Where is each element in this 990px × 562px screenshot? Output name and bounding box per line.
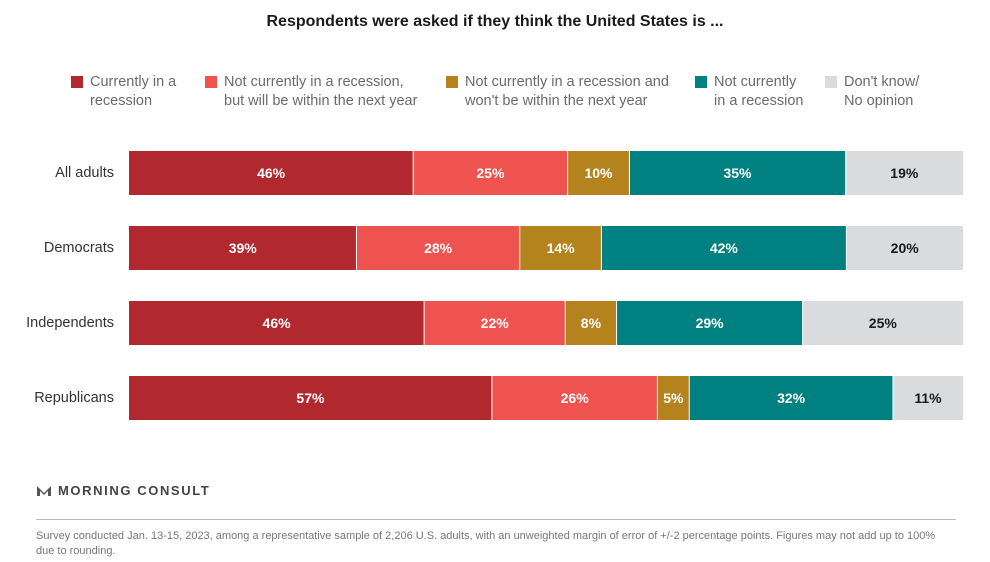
morning-consult-logo: MORNING CONSULT [36, 483, 210, 498]
data-label: 28% [424, 240, 453, 256]
bar-segment [802, 301, 963, 345]
bar-segment [616, 301, 803, 345]
data-label: 29% [696, 315, 725, 331]
legend-swatch [825, 76, 837, 88]
bar-segment [567, 151, 630, 195]
category-label: All adults [55, 165, 114, 181]
legend-item-no-recession-within-year: Not currently in a recession and won't b… [446, 73, 669, 111]
bar-segment [491, 376, 658, 420]
legend-label: Not currently in a recession [714, 74, 804, 109]
bar-segment [356, 226, 520, 270]
data-label: 42% [710, 240, 739, 256]
legend-swatch [695, 76, 707, 88]
legend: Currently in a recession Not currently i… [0, 73, 990, 113]
bar-segment [129, 301, 425, 345]
data-label: 19% [890, 165, 919, 181]
legend-swatch [446, 76, 458, 88]
footnote: Survey conducted Jan. 13-15, 2023, among… [36, 530, 936, 557]
data-label: 22% [481, 315, 510, 331]
bar-segment [129, 376, 492, 420]
legend-label: Don't know/ No opinion [844, 74, 920, 109]
data-label: 8% [581, 315, 602, 331]
morning-consult-logo-icon [37, 485, 51, 496]
data-label: 11% [914, 390, 942, 406]
data-label: 46% [257, 165, 286, 181]
bar-segment [129, 151, 414, 195]
legend-item-currently-in-recession: Currently in a recession [71, 73, 176, 111]
logo-text: MORNING CONSULT [58, 483, 211, 498]
data-label: 25% [869, 315, 898, 331]
bar-segment [413, 151, 568, 195]
category-label: Democrats [44, 240, 114, 256]
data-label: 10% [584, 165, 613, 181]
legend-item-not-currently-in-recession: Not currently in a recession [695, 73, 803, 111]
chart-title: Respondents were asked if they think the… [266, 13, 724, 30]
stacked-bar-chart: All adults 46% 25% 10% 35% 19% Democrats 39% 28%… [26, 151, 963, 420]
data-label: 39% [229, 240, 258, 256]
bar-segment [601, 226, 847, 270]
category-label: Republicans [34, 390, 114, 406]
bar-segment [519, 226, 602, 270]
data-label: 25% [476, 165, 505, 181]
legend-swatch [205, 76, 217, 88]
bar-segment [845, 151, 963, 195]
footer-divider [36, 519, 956, 520]
data-label: 57% [296, 390, 325, 406]
data-label: 46% [263, 315, 292, 331]
bar-segment [657, 376, 690, 420]
legend-swatch [71, 76, 83, 88]
category-label: Independents [26, 315, 114, 331]
bar-segment [689, 376, 893, 420]
legend-item-dont-know: Don't know/ No opinion [825, 73, 919, 111]
bar-segment [424, 301, 566, 345]
bar-segment [565, 301, 617, 345]
bar-segment [892, 376, 963, 420]
bar-segment [846, 226, 963, 270]
legend-label: Currently in a recession [90, 74, 177, 109]
data-label: 14% [547, 240, 576, 256]
data-label: 35% [723, 165, 752, 181]
legend-label: Not currently in a recession and won't b… [465, 74, 669, 109]
data-label: 32% [777, 390, 806, 406]
bar-segment [129, 226, 357, 270]
bar-segment [629, 151, 846, 195]
legend-item-recession-within-year: Not currently in a recession, but will b… [205, 73, 417, 111]
legend-label: Not currently in a recession, but will b… [224, 74, 418, 109]
data-label: 20% [891, 240, 920, 256]
data-label: 5% [663, 390, 684, 406]
data-label: 26% [561, 390, 590, 406]
